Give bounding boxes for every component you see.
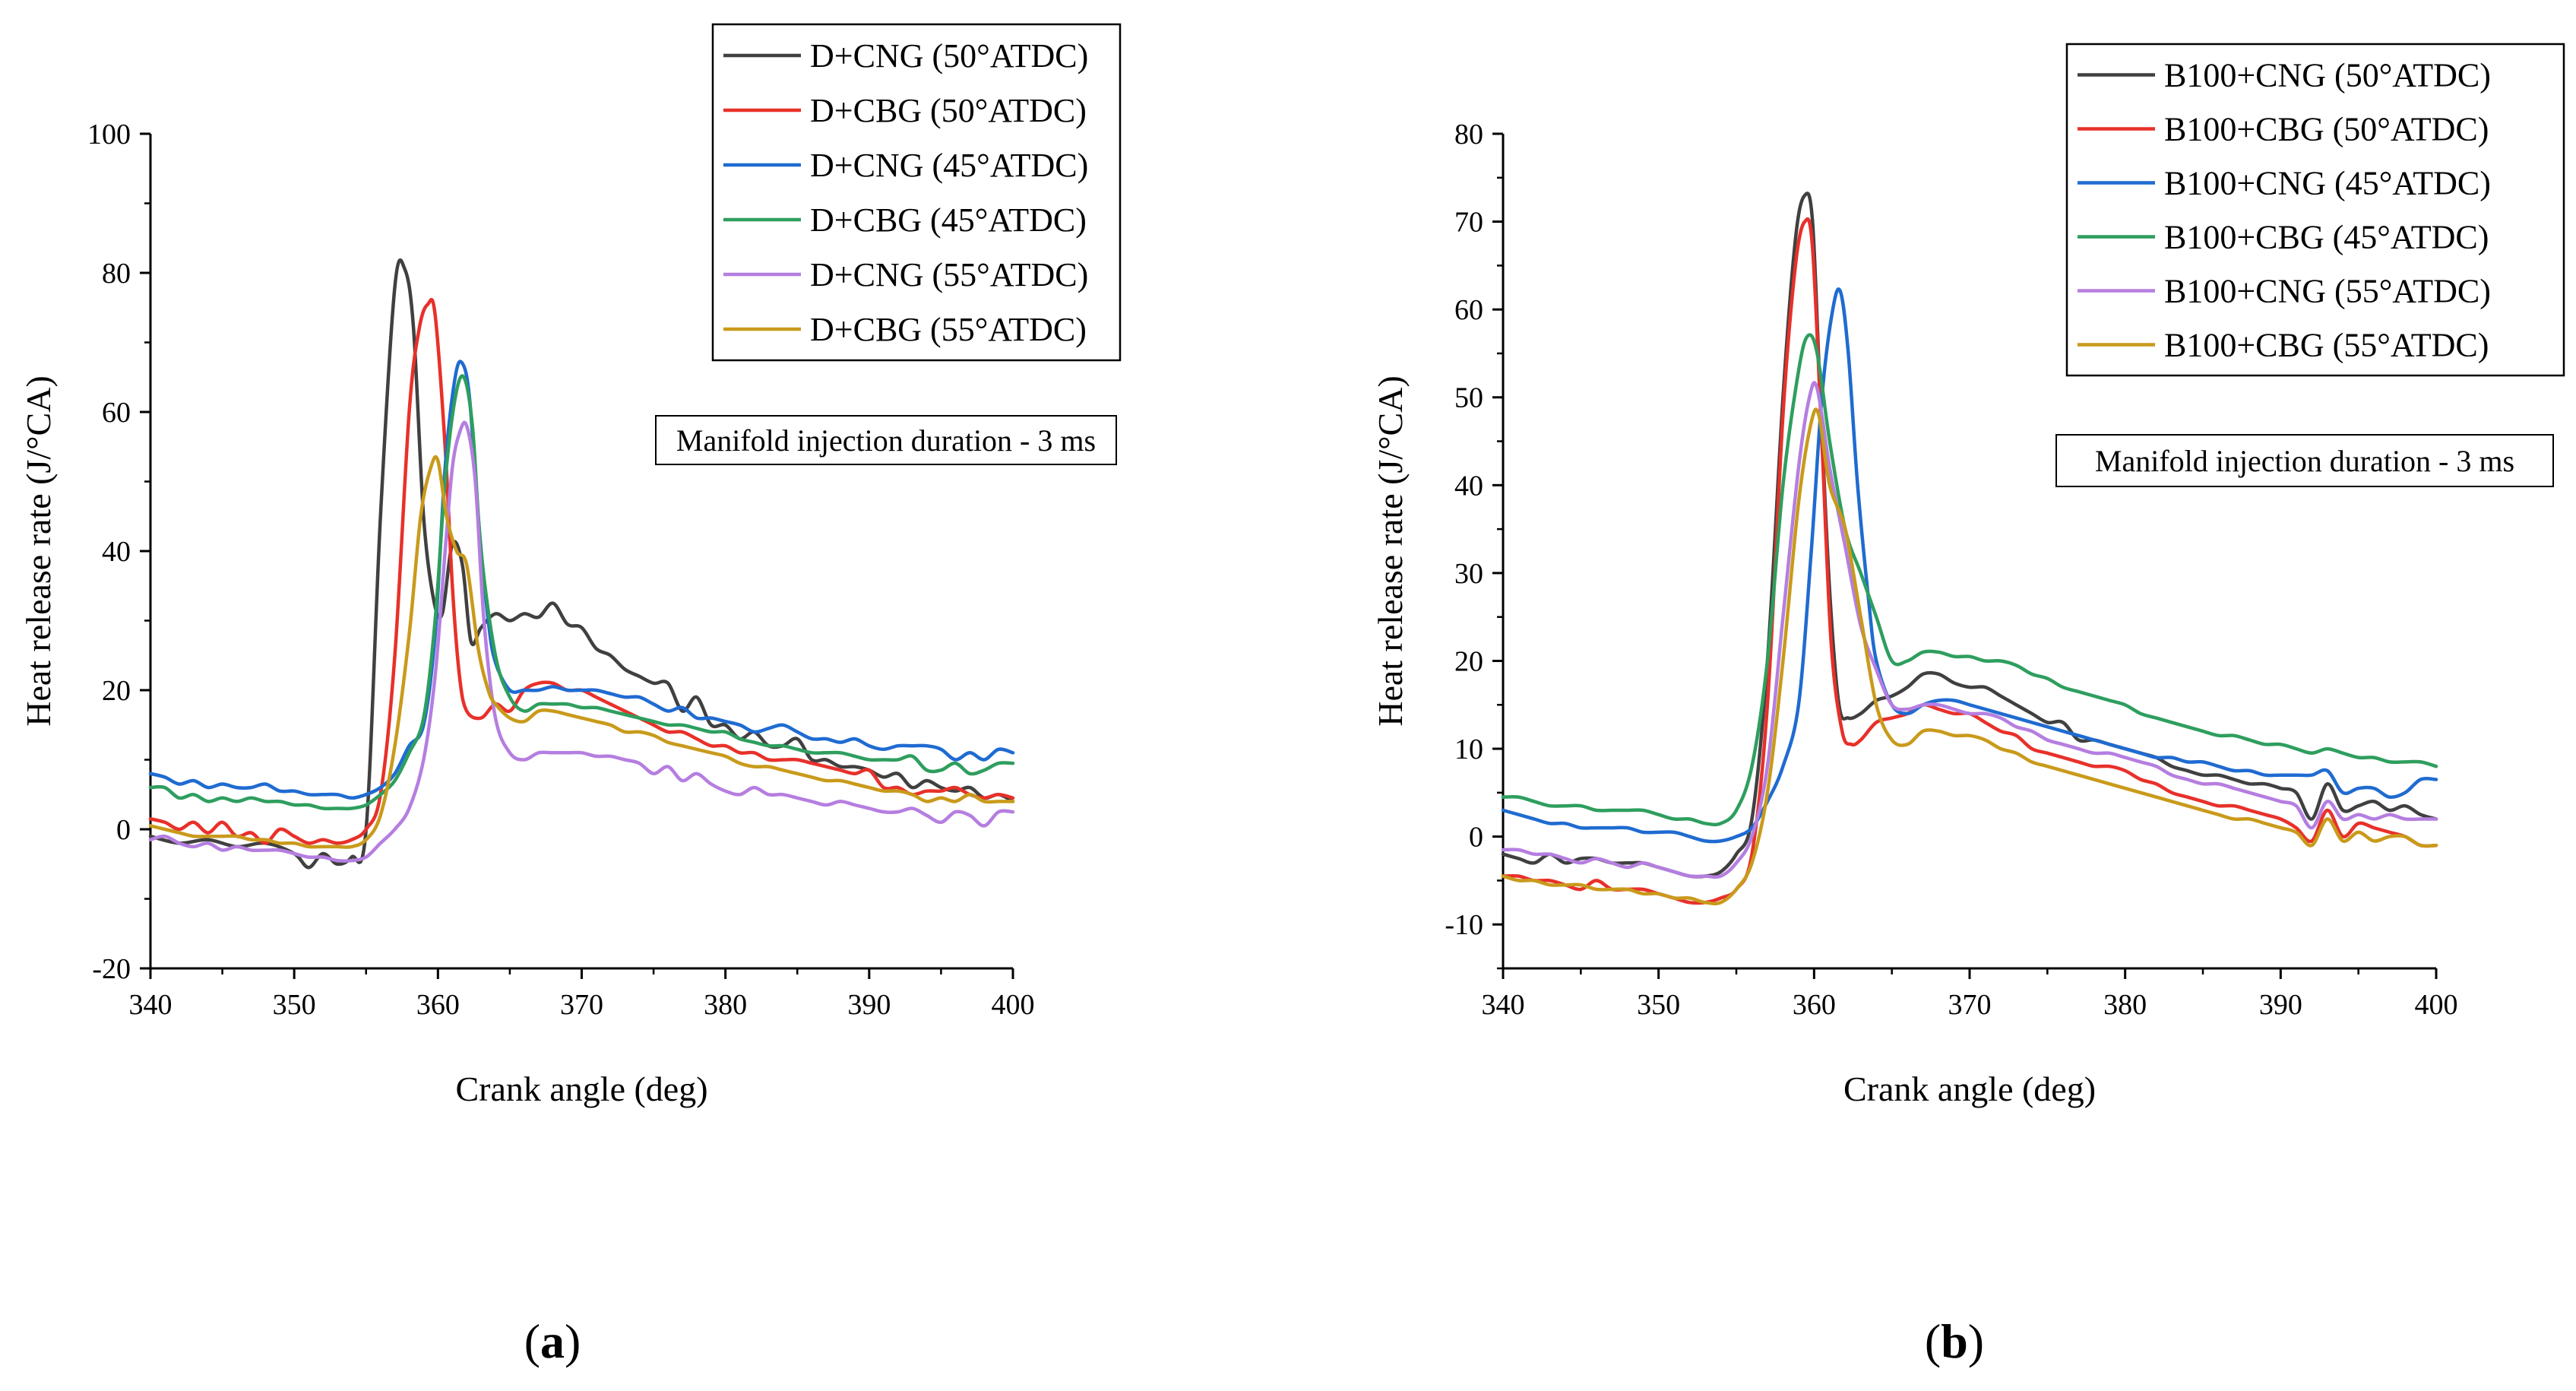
chart-panel-b: 340 350 360 370 380 390 400 -10 0 10 20 30 40 50 60 70 8… — [1371, 43, 2565, 1368]
y-axis-label: Heat release rate (J/°CA) — [1371, 375, 1410, 727]
series-line-3 — [148, 374, 1015, 811]
legend-label-4: D+CNG (55°ATDC) — [810, 256, 1088, 293]
y-tick-label: 40 — [1454, 470, 1483, 502]
x-tick-label: 360 — [1793, 989, 1836, 1021]
annotation-text: Manifold injection duration - 3 ms — [676, 423, 1096, 458]
y-tick-label: -10 — [1445, 909, 1483, 941]
y-tick-label: 10 — [1454, 734, 1483, 765]
x-tick-label: 340 — [129, 989, 172, 1021]
panel-label-close: ) — [565, 1314, 581, 1368]
annotation-box — [655, 415, 1117, 465]
legend-box — [2065, 43, 2565, 377]
y-tick-label: 0 — [1469, 822, 1483, 854]
x-tick-label: 350 — [273, 989, 316, 1021]
annotation-box — [2055, 434, 2554, 487]
series-line-3 — [1501, 333, 2438, 827]
legend-label-2: B100+CNG (45°ATDC) — [2164, 165, 2491, 202]
panel-label-letter: a — [540, 1314, 565, 1368]
legend-label-1: D+CBG (50°ATDC) — [810, 92, 1087, 129]
y-tick-label: 60 — [102, 397, 131, 429]
x-tick-label: 360 — [416, 989, 460, 1021]
x-tick-label: 380 — [704, 989, 747, 1021]
annotation-text: Manifold injection duration - 3 ms — [2095, 444, 2514, 478]
series-line-5 — [1501, 407, 2438, 906]
legend-label-0: B100+CNG (50°ATDC) — [2164, 57, 2491, 94]
legend-label-1: B100+CBG (50°ATDC) — [2164, 111, 2489, 148]
x-tick-label: 370 — [560, 989, 603, 1021]
chart-panel-a: 340 350 360 370 380 390 400 -20 0 20 40 60 80 100 Cran… — [19, 23, 1122, 1368]
panel-label: (b) — [1925, 1314, 1984, 1368]
y-tick-label: 70 — [1454, 207, 1483, 239]
legend-label-2: D+CNG (45°ATDC) — [810, 147, 1088, 184]
series-line-1 — [148, 297, 1015, 845]
x-tick-label: 390 — [2259, 989, 2302, 1021]
legend-label-0: D+CNG (50°ATDC) — [810, 37, 1088, 74]
x-tick-label: 380 — [2103, 989, 2147, 1021]
x-axis-label: Crank angle (deg) — [455, 1069, 707, 1108]
y-tick-label: 80 — [102, 258, 131, 290]
y-tick-label: 20 — [102, 675, 131, 707]
panel-label-letter: b — [1941, 1314, 1968, 1368]
panel-label: (a) — [524, 1314, 581, 1368]
legend-label-3: D+CBG (45°ATDC) — [810, 201, 1087, 239]
x-tick-label: 350 — [1637, 989, 1680, 1021]
series-line-4 — [148, 420, 1015, 863]
y-tick-label: 80 — [1454, 119, 1483, 151]
x-tick-label: 370 — [1948, 989, 1992, 1021]
legend-label-5: B100+CBG (55°ATDC) — [2164, 327, 2489, 364]
x-tick-label: 340 — [1482, 989, 1525, 1021]
x-tick-label: 390 — [847, 989, 891, 1021]
y-tick-label: 60 — [1454, 294, 1483, 326]
legend: B100+CNG (50°ATDC) B100+CBG (50°ATDC) B100… — [2065, 43, 2565, 377]
series-line-4 — [1501, 381, 2438, 879]
legend-label-5: D+CBG (55°ATDC) — [810, 311, 1087, 348]
series-line-5 — [148, 455, 1015, 849]
series-line-2 — [148, 360, 1015, 800]
legend-label-3: B100+CBG (45°ATDC) — [2164, 219, 2489, 256]
y-tick-label: 100 — [87, 119, 131, 151]
y-tick-label: 20 — [1454, 645, 1483, 677]
y-tick-label: 40 — [102, 536, 131, 568]
panel-label-close: ) — [1968, 1314, 1984, 1368]
y-tick-label: -20 — [92, 953, 131, 985]
panel-label-open: ( — [524, 1314, 540, 1368]
y-tick-label: 0 — [116, 814, 131, 846]
y-axis-label: Heat release rate (J/°CA) — [19, 375, 58, 727]
panel-label-open: ( — [1925, 1314, 1941, 1368]
legend-label-4: B100+CNG (55°ATDC) — [2164, 273, 2491, 310]
legend-box — [711, 23, 1122, 362]
y-tick-label: 50 — [1454, 382, 1483, 414]
legend: D+CNG (50°ATDC) D+CBG (50°ATDC) D+CNG (45°… — [711, 23, 1122, 362]
x-tick-label: 400 — [2415, 989, 2458, 1021]
y-tick-label: 30 — [1454, 558, 1483, 590]
x-axis-label: Crank angle (deg) — [1843, 1069, 2096, 1108]
x-tick-label: 400 — [992, 989, 1035, 1021]
